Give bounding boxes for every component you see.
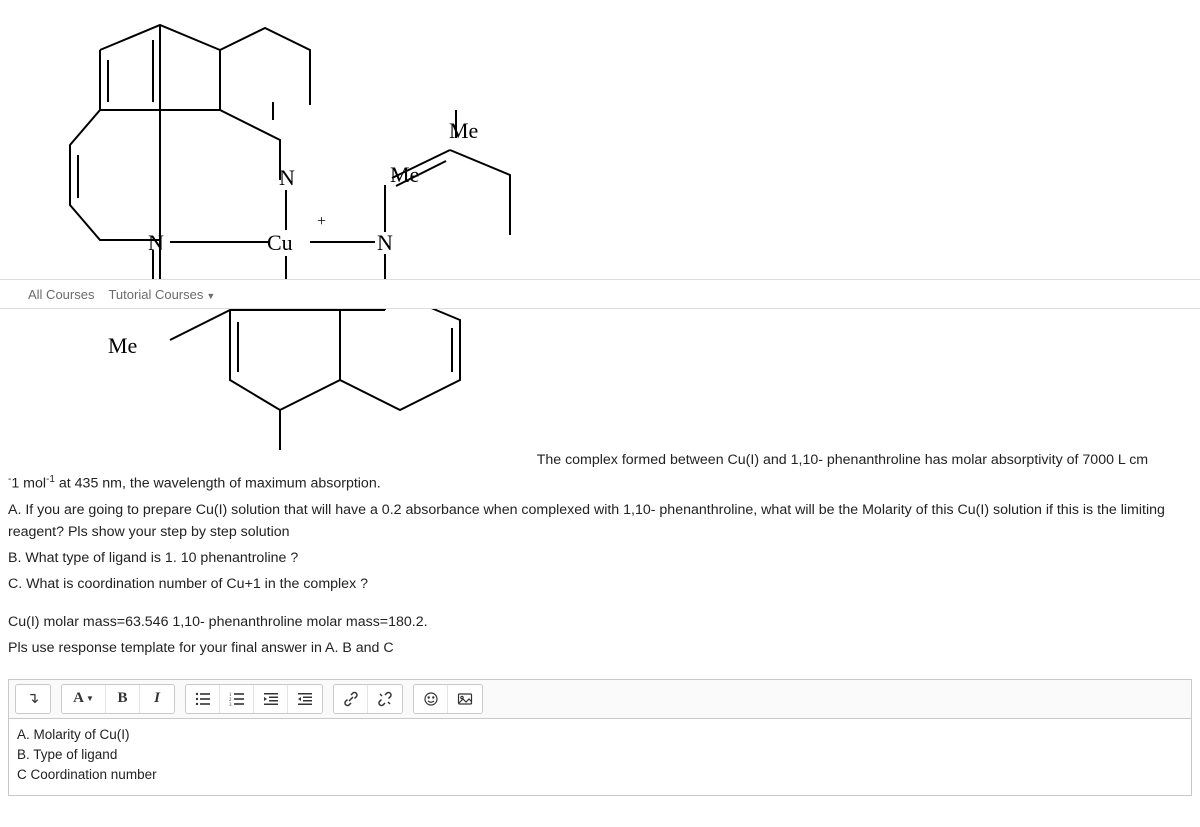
label-n-top: N — [279, 165, 295, 190]
image-button[interactable] — [448, 685, 482, 713]
label-me-2: Me — [390, 162, 419, 187]
numbered-list-button[interactable]: 123 — [220, 685, 254, 713]
expand-button[interactable]: ↴ — [16, 685, 50, 713]
emoji-button[interactable] — [414, 685, 448, 713]
question-b: B. What type of ligand is 1. 10 phenantr… — [8, 547, 1188, 569]
svg-text:3: 3 — [229, 703, 232, 707]
indent-icon — [297, 691, 313, 707]
editor-content[interactable]: A. Molarity of Cu(I) B. Type of ligand C… — [9, 719, 1191, 796]
response-line-c: C Coordination number — [17, 765, 1183, 785]
template-instruction: Pls use response template for your final… — [8, 637, 1188, 659]
chevron-down-icon: ▼ — [86, 694, 94, 703]
editor-toolbar: ↴ A ▼ B I 123 — [9, 680, 1191, 719]
question-c: C. What is coordination number of Cu+1 i… — [8, 573, 1188, 595]
response-editor: ↴ A ▼ B I 123 — [8, 679, 1192, 797]
link-icon — [343, 691, 359, 707]
indent-button[interactable] — [288, 685, 322, 713]
italic-button[interactable]: I — [140, 685, 174, 713]
nav-tutorial-courses[interactable]: Tutorial Courses▼ — [108, 287, 215, 302]
question-intro: The complex formed between Cu(I) and 1,1… — [537, 452, 1148, 468]
image-icon — [457, 691, 473, 707]
chemical-structure-svg: Me Me Me N N N Cu + — [20, 10, 540, 450]
outdent-icon — [263, 691, 279, 707]
label-plus: + — [317, 213, 326, 230]
label-n-left: N — [148, 230, 164, 255]
bold-button[interactable]: B — [106, 685, 140, 713]
molar-masses: Cu(I) molar mass=63.546 1,10- phenanthro… — [8, 611, 1188, 633]
response-line-a: A. Molarity of Cu(I) — [17, 725, 1183, 745]
label-me-1: Me — [449, 118, 478, 143]
question-a: A. If you are going to prepare Cu(I) sol… — [8, 499, 1188, 543]
response-line-b: B. Type of ligand — [17, 745, 1183, 765]
numbered-list-icon: 123 — [229, 691, 245, 707]
label-n-right: N — [377, 230, 393, 255]
bullet-list-button[interactable] — [186, 685, 220, 713]
label-cu: Cu — [267, 230, 293, 255]
font-menu-button[interactable]: A ▼ — [62, 685, 106, 713]
emoji-icon — [423, 691, 439, 707]
unlink-button[interactable] — [368, 685, 402, 713]
breadcrumb-nav: All Courses Tutorial Courses▼ — [0, 279, 1200, 309]
question-body: The complex formed between Cu(I) and 1,1… — [0, 445, 1200, 675]
chevron-down-icon: ▼ — [206, 291, 215, 301]
outdent-button[interactable] — [254, 685, 288, 713]
bullet-list-icon — [195, 691, 211, 707]
link-button[interactable] — [334, 685, 368, 713]
nav-all-courses[interactable]: All Courses — [28, 287, 94, 302]
chemical-structure-area: Me Me Me N N N Cu + è All Courses Tutori… — [0, 0, 1200, 445]
unlink-icon — [377, 691, 393, 707]
label-me-3: Me — [108, 333, 137, 358]
